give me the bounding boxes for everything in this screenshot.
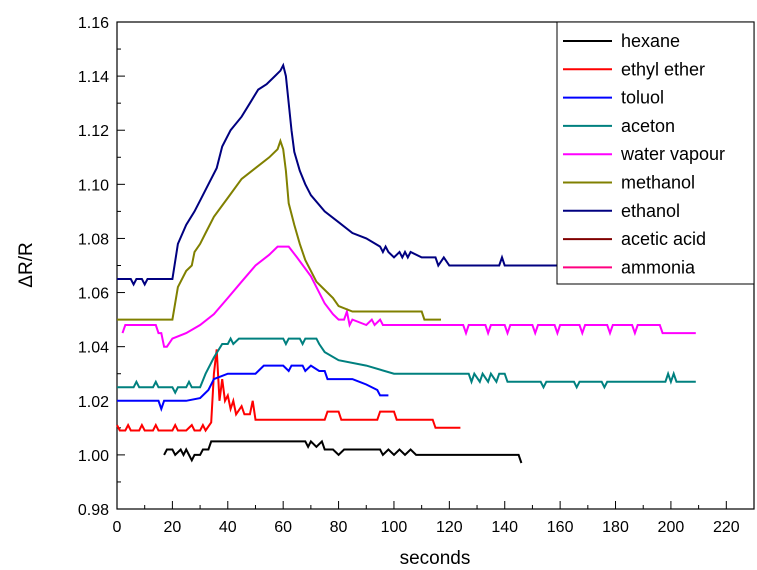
legend-label-ammonia: ammonia bbox=[621, 257, 696, 277]
series-lines bbox=[116, 62, 696, 464]
x-tick-label: 140 bbox=[491, 519, 518, 536]
x-tick-label: 60 bbox=[274, 519, 292, 536]
x-tick-label: 80 bbox=[330, 519, 348, 536]
legend-label-methanol: methanol bbox=[621, 173, 695, 193]
series-line-hexane bbox=[163, 439, 523, 464]
series-line-water-vapour bbox=[121, 245, 696, 348]
x-axis-title: seconds bbox=[400, 548, 471, 569]
legend-label-toluol: toluol bbox=[621, 88, 664, 108]
x-axis: 0 20 40 60 80 100 120 140 160 180 200 220 bbox=[113, 501, 740, 536]
y-tick-label: 1.06 bbox=[78, 286, 109, 303]
y-tick-label: 1.04 bbox=[78, 340, 109, 357]
y-tick-label: 1.16 bbox=[78, 15, 109, 32]
legend-label-hexane: hexane bbox=[621, 31, 680, 51]
x-tick-label: 160 bbox=[547, 519, 574, 536]
x-tick-label: 180 bbox=[602, 519, 629, 536]
series-line-ethyl-ether bbox=[116, 349, 461, 433]
legend-label-ethanol: ethanol bbox=[621, 201, 680, 221]
legend-label-ethyl-ether: ethyl ether bbox=[621, 59, 705, 79]
y-tick-label: 1.00 bbox=[78, 448, 109, 465]
series-line-ethanol bbox=[117, 62, 602, 287]
y-axis: 0.98 1.00 1.02 1.04 1.06 1.08 1.10 1.12 1.14 1.16 bbox=[78, 15, 125, 519]
legend-label-acetic-acid: acetic acid bbox=[621, 229, 706, 249]
y-tick-label: 1.14 bbox=[78, 69, 109, 86]
legend-label-water-vapour: water vapour bbox=[620, 144, 725, 164]
x-tick-label: 220 bbox=[713, 519, 740, 536]
y-tick-label: 1.12 bbox=[78, 123, 109, 140]
series-line-toluol bbox=[117, 364, 389, 412]
y-axis-title: ΔR/R bbox=[16, 242, 37, 287]
series-line-methanol bbox=[117, 137, 441, 321]
y-tick-label: 1.10 bbox=[78, 177, 109, 194]
x-tick-label: 100 bbox=[381, 519, 408, 536]
legend: hexane ethyl ether toluol aceton water vapou… bbox=[556, 21, 755, 285]
series-line-aceton bbox=[117, 336, 696, 395]
legend-label-aceton: aceton bbox=[621, 116, 675, 136]
legend-box bbox=[556, 21, 755, 285]
x-tick-label: 20 bbox=[163, 519, 181, 536]
x-tick-label: 0 bbox=[113, 519, 122, 536]
y-tick-label: 1.08 bbox=[78, 231, 109, 248]
y-tick-label: 1.02 bbox=[78, 394, 109, 411]
x-tick-label: 40 bbox=[219, 519, 237, 536]
y-tick-label: 0.98 bbox=[78, 502, 109, 519]
x-tick-label: 120 bbox=[436, 519, 463, 536]
x-tick-label: 200 bbox=[658, 519, 685, 536]
